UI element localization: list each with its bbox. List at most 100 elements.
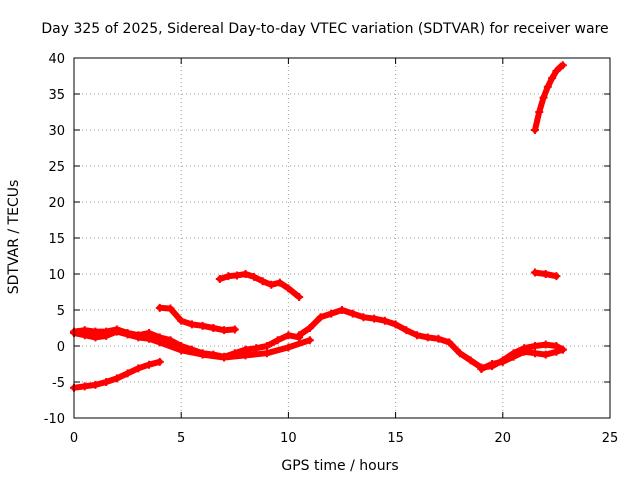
y-tick-label: 20 <box>48 196 65 211</box>
data-point <box>177 316 186 325</box>
data-point <box>123 329 132 338</box>
data-point <box>102 327 111 336</box>
data-point <box>198 349 207 358</box>
series-arc-rise <box>530 61 567 134</box>
tick-labels: 0 5 10 15 20 25 -10 -5 0 5 10 15 20 25 30 35 40 <box>44 52 619 446</box>
data-point <box>466 356 475 365</box>
data-point <box>215 275 224 284</box>
data-point <box>455 349 464 358</box>
x-tick-label: 0 <box>70 431 78 446</box>
data-point <box>145 360 154 369</box>
data-point <box>316 313 325 322</box>
y-tick-label: 15 <box>48 232 65 247</box>
data-point <box>541 270 550 278</box>
data-point <box>252 344 261 353</box>
data-point <box>166 336 175 345</box>
y-axis-label: SDTVAR / TECUs <box>6 180 22 295</box>
data-point <box>548 74 557 83</box>
y-tick-label: 5 <box>57 304 65 319</box>
data-point <box>91 380 100 389</box>
x-axis-label: GPS time / hours <box>281 458 398 474</box>
data-point <box>267 280 276 289</box>
data-point <box>230 349 239 358</box>
data-point <box>391 320 400 329</box>
data-point <box>224 272 233 281</box>
data-point <box>305 336 314 345</box>
data-point <box>543 82 552 91</box>
data-point <box>166 304 175 313</box>
data-point <box>230 325 239 334</box>
data-point <box>552 347 561 356</box>
data-point <box>552 272 561 281</box>
data-point <box>509 352 518 361</box>
series-line <box>216 271 303 300</box>
y-tick-label: -5 <box>52 376 65 391</box>
data-point <box>155 333 164 342</box>
data-point <box>530 349 539 358</box>
series-arc-short <box>530 268 561 281</box>
axes-layer <box>73 57 611 419</box>
data-point <box>155 357 164 366</box>
data-point <box>134 364 143 373</box>
data-point <box>241 270 250 278</box>
y-tick-label: 10 <box>48 268 65 283</box>
y-tick-label: -10 <box>44 412 65 427</box>
data-point <box>145 329 154 338</box>
data-point <box>241 345 250 354</box>
x-tick-label: 5 <box>177 431 185 446</box>
data-point <box>284 284 293 293</box>
data-point <box>155 303 164 312</box>
data-point <box>262 349 271 358</box>
data-point <box>232 271 241 280</box>
data-point <box>541 350 550 359</box>
data-point <box>530 342 539 350</box>
data-point <box>80 382 89 391</box>
data-point <box>134 331 143 340</box>
data-point <box>488 360 497 368</box>
data-point <box>535 108 544 116</box>
y-tick-label: 25 <box>48 160 65 175</box>
data-point <box>258 277 267 286</box>
series-arc-high <box>215 270 304 302</box>
data-point <box>187 320 196 329</box>
data-point <box>262 342 271 350</box>
x-tick-label: 20 <box>495 431 512 446</box>
data-point <box>273 336 282 345</box>
data-point <box>423 333 432 342</box>
data-point <box>498 357 507 366</box>
data-point <box>539 93 548 102</box>
data-point <box>445 338 454 347</box>
data-point <box>338 306 346 314</box>
data-point <box>187 345 196 354</box>
y-tick-label: 35 <box>48 88 65 103</box>
data-point <box>198 321 207 330</box>
data-point <box>359 313 368 322</box>
data-point <box>220 352 229 361</box>
y-tick-label: 30 <box>48 124 65 139</box>
data-point <box>91 327 100 336</box>
data-point <box>123 369 132 378</box>
data-point <box>209 324 218 332</box>
series-line <box>71 326 303 360</box>
series-arc-low-morning <box>70 357 164 392</box>
x-tick-label: 25 <box>602 431 619 446</box>
chart-title: Day 325 of 2025, Sidereal Day-to-day VTE… <box>41 21 608 37</box>
data-point <box>220 326 229 335</box>
series-line <box>296 307 566 371</box>
y-tick-label: 40 <box>48 52 65 67</box>
data-point <box>558 61 567 70</box>
plot-frame <box>73 57 611 419</box>
data-point <box>102 378 111 386</box>
data-layer <box>70 61 567 392</box>
data-point <box>434 334 443 343</box>
series-line <box>532 62 566 133</box>
data-point <box>209 350 218 359</box>
data-point <box>552 66 561 75</box>
y-tick-label: 0 <box>57 340 65 355</box>
series-line <box>71 328 313 361</box>
data-point <box>112 374 121 383</box>
data-point <box>284 331 293 340</box>
data-point <box>477 365 486 374</box>
data-point <box>327 309 336 318</box>
data-point <box>370 314 379 323</box>
